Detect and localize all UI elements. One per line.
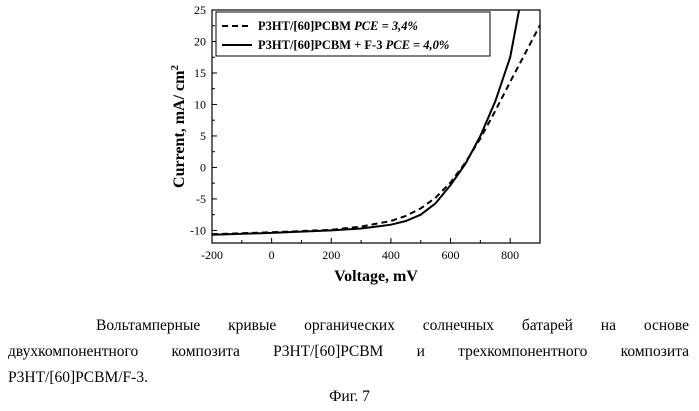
y-tick-label: -10	[190, 223, 206, 237]
y-axis-label-superscript: 2	[169, 65, 181, 71]
x-tick-label: 200	[322, 248, 340, 262]
caption-line-3: P3HT/[60]PCBM/F-3.	[8, 369, 148, 386]
y-tick-label: 0	[200, 160, 206, 174]
caption-word: батарей	[521, 317, 573, 334]
series-line-2	[211, 9, 521, 236]
legend-pce-label: PCE = 3,4%	[354, 19, 418, 33]
iv-chart: -200 0 200 400 600 800 -10 -5 0 5 10 15 20 25 P3HT/[6…	[169, 3, 541, 285]
caption-word: на	[600, 317, 616, 334]
y-tick-label: -5	[196, 192, 206, 206]
y-axis-label-text: Current, mA/ cm	[171, 70, 188, 188]
caption-word: органических	[304, 317, 395, 334]
plot-frame	[211, 9, 541, 244]
caption-line-2: двухкомпонентного композита P3HT/[60]PCBM и…	[8, 342, 689, 362]
caption-line-1: Вольтамперные кривые органических солнечных…	[96, 316, 689, 336]
chart-ticks: -200 0 200 400 600 800 -10 -5 0 5 10 15 20 25	[190, 3, 541, 262]
x-tick-label: 600	[442, 248, 460, 262]
legend-series-name: P3HT/[60]PCBM	[258, 19, 354, 33]
x-tick-label: 0	[269, 248, 275, 262]
legend-box	[215, 11, 491, 57]
chart-legend: P3HT/[60]PCBM PCE = 3,4% P3HT/[60]PCBM + …	[215, 11, 491, 57]
chart-series	[211, 9, 541, 236]
caption-word: P3HT/[60]PCBM	[273, 343, 384, 360]
caption-word: основе	[643, 317, 689, 334]
caption-word: Вольтамперные	[96, 317, 201, 334]
x-axis-label: Voltage, mV	[334, 268, 418, 285]
caption-word: двухкомпонентного	[8, 343, 139, 360]
legend-entry: P3HT/[60]PCBM PCE = 3,4%	[258, 19, 418, 33]
y-tick-label: 5	[200, 129, 206, 143]
chart-axis-labels: Voltage, mV Current, mA/ cm2	[169, 65, 418, 285]
caption-word: композита	[620, 343, 689, 360]
series-line-1	[211, 24, 541, 236]
legend-entry: P3HT/[60]PCBM + F-3 PCE = 4,0%	[258, 38, 449, 52]
y-tick-label: 25	[194, 3, 206, 17]
caption-word: композита	[171, 343, 240, 360]
caption-word: солнечных	[422, 317, 494, 334]
y-tick-label: 10	[194, 97, 206, 111]
caption-word: и	[416, 343, 425, 360]
legend-series-name: P3HT/[60]PCBM + F-3	[258, 38, 386, 52]
caption-word: трехкомпонентного	[458, 343, 588, 360]
chart-axes	[211, 9, 541, 244]
x-tick-label: -200	[201, 248, 223, 262]
x-tick-label: 800	[501, 248, 519, 262]
y-axis-label: Current, mA/ cm2	[169, 65, 188, 188]
y-tick-label: 15	[194, 66, 206, 80]
x-tick-label: 400	[382, 248, 400, 262]
legend-pce-label: PCE = 4,0%	[386, 38, 450, 52]
y-tick-label: 20	[194, 34, 206, 48]
figure-label: Фиг. 7	[329, 388, 370, 405]
caption-word: кривые	[228, 317, 277, 334]
